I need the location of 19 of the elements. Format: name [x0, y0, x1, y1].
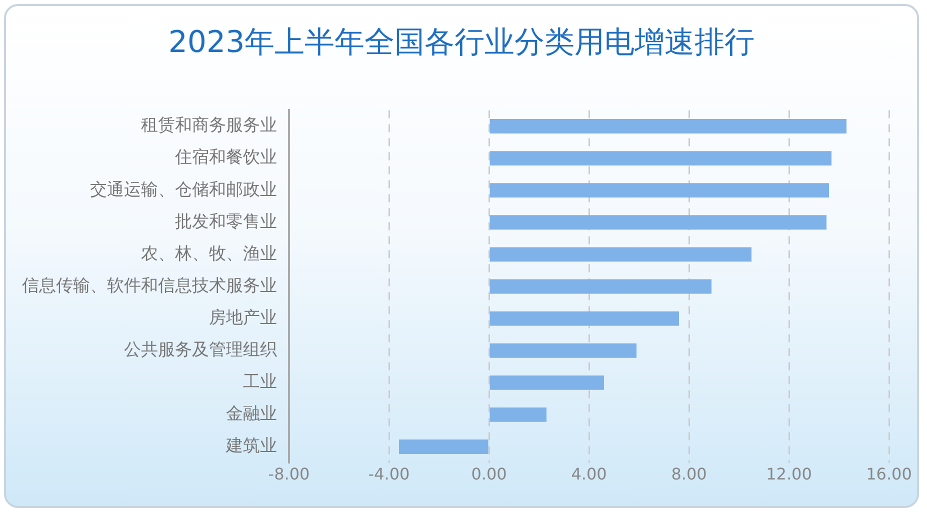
y-tick-label: 农、林、牧、渔业	[141, 244, 277, 264]
y-tick-label: 信息传输、软件和信息技术服务业	[22, 276, 277, 296]
y-tick-label: 金融业	[226, 404, 277, 424]
y-tick-label: 批发和零售业	[175, 212, 277, 232]
y-tick-label: 租赁和商务服务业	[141, 116, 277, 136]
y-tick-label: 住宿和餐饮业	[174, 148, 277, 168]
x-tick-label: 8.00	[671, 464, 707, 484]
x-tick-label: 16.00	[866, 464, 912, 484]
x-tick-label: 12.00	[766, 464, 812, 484]
chart-title: 2023年上半年全国各行业分类用电增速排行	[167, 24, 756, 62]
x-tick-label: 4.00	[571, 464, 607, 484]
y-tick-label: 房地产业	[209, 308, 277, 328]
x-tick-label: -4.00	[368, 464, 410, 484]
y-tick-label: 建筑业	[225, 436, 277, 456]
y-tick-label: 工业	[243, 372, 277, 392]
y-tick-label: 公共服务及管理组织	[124, 340, 277, 360]
x-tick-label: 0.00	[471, 464, 507, 484]
y-tick-label: 交通运输、仓储和邮政业	[90, 180, 277, 200]
x-tick-label: -8.00	[268, 464, 310, 484]
